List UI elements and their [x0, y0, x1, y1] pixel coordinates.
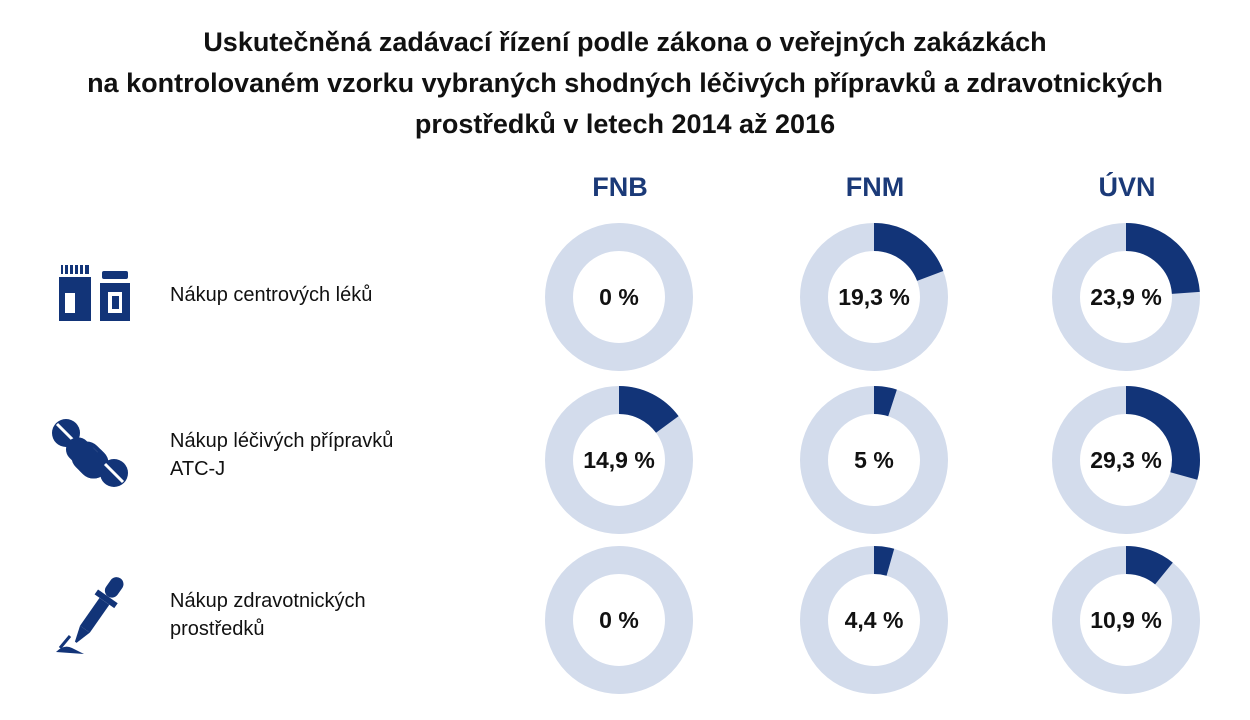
column-header-fnm: FNM — [845, 172, 905, 202]
column-header-fnb: FNB — [592, 172, 648, 202]
donut-value-label-fnm-row-1: 19,3 % — [838, 284, 910, 310]
donut-segment-fnm-row-3 — [873, 546, 895, 576]
donut-value-label-fnb-row-2: 14,9 % — [583, 447, 655, 473]
donut-value-label-fnm-row-3: 4,4 % — [845, 607, 904, 633]
donut-value-label-uvn-row-2: 29,3 % — [1090, 447, 1162, 473]
donut-segment-fnm-row-1 — [873, 223, 944, 282]
dropper-pipette-icon — [50, 568, 140, 658]
column-header-uvn: ÚVN — [1098, 172, 1156, 202]
donut-value-label-fnb-row-3: 0 % — [599, 607, 639, 633]
row-label-line: ATC-J — [170, 458, 226, 480]
donut-value-label-uvn-row-3: 10,9 % — [1090, 607, 1162, 633]
chart-title: Uskutečněná zadávací řízení podle zákona… — [0, 22, 1250, 145]
donut-value-label-fnm-row-2: 5 % — [854, 447, 894, 473]
donut-segment-fnb-row-2 — [618, 386, 679, 434]
donut-segment-uvn-row-3 — [1125, 546, 1173, 585]
row-label-zdravotnicke-prostredky: Nákup zdravotnických prostředků — [170, 587, 366, 643]
pills-capsule-icon — [48, 415, 138, 505]
row-label-line: prostředků — [170, 618, 265, 640]
row-label-line: Nákup léčivých přípravků — [170, 430, 394, 452]
donut-value-label-fnb-row-1: 0 % — [599, 284, 639, 310]
row-label-lecive-pripravky: Nákup léčivých přípravků ATC-J — [170, 427, 393, 483]
donut-segment-uvn-row-1 — [1125, 223, 1200, 295]
donut-segment-uvn-row-2 — [1125, 386, 1200, 480]
row-label-centrove-leky: Nákup centrových léků — [170, 281, 372, 309]
chart-title-line-2: na kontrolovaném vzorku vybraných shodný… — [87, 68, 1163, 98]
donut-value-label-uvn-row-1: 23,9 % — [1090, 284, 1162, 310]
chart-title-line-1: Uskutečněná zadávací řízení podle zákona… — [203, 27, 1047, 57]
donut-segment-fnm-row-2 — [873, 386, 897, 417]
donut-ring-fnb-row-3 — [545, 546, 693, 694]
row-label-line: Nákup zdravotnických — [170, 590, 366, 612]
row-label-line: Nákup centrových léků — [170, 284, 373, 306]
chart-title-line-3: prostředků v letech 2014 až 2016 — [414, 109, 836, 139]
donut-ring-fnb-row-1 — [545, 223, 693, 371]
medicine-bottles-icon — [50, 255, 140, 345]
